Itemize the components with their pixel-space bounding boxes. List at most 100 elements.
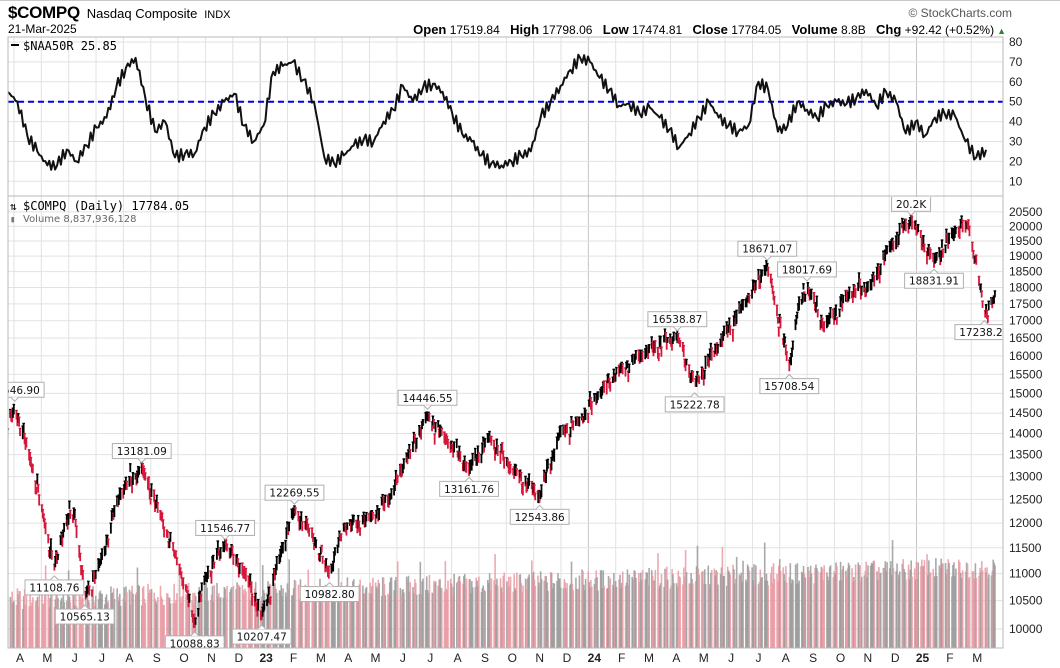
volume-bar xyxy=(263,592,266,648)
annotation-pointer xyxy=(50,575,59,581)
volume-bar xyxy=(816,568,818,648)
volume-bar xyxy=(710,570,713,648)
volume-bar xyxy=(600,570,603,648)
volume-bar xyxy=(556,580,558,648)
volume-bar xyxy=(172,602,175,648)
volume-bar xyxy=(497,585,499,648)
volume-bar xyxy=(695,566,698,648)
volume-bar xyxy=(593,584,596,648)
security-name: Nasdaq Composite xyxy=(86,6,198,21)
volume-bar xyxy=(450,583,453,648)
volume-bar xyxy=(801,573,804,648)
volume-bar xyxy=(716,571,718,648)
volume-bar xyxy=(634,570,636,648)
volume-bar xyxy=(709,583,711,648)
x-tick-label: N xyxy=(207,651,216,665)
volume-label: Volume xyxy=(791,22,838,37)
volume-bar xyxy=(892,568,895,648)
volume-bar xyxy=(832,577,835,648)
volume-bar xyxy=(785,566,787,648)
volume-bar xyxy=(646,572,649,648)
volume-bar xyxy=(921,566,924,648)
volume-bar xyxy=(571,583,574,648)
volume-bar xyxy=(826,572,828,648)
volume-bar xyxy=(307,569,310,648)
volume-bar xyxy=(848,565,851,648)
volume-bar xyxy=(770,573,772,648)
volume-bar xyxy=(297,584,300,648)
volume-bar xyxy=(677,570,680,648)
volume-value: 8.8B xyxy=(841,23,866,37)
volume-bar xyxy=(124,602,126,648)
volume-bar xyxy=(632,578,634,648)
volume-bar xyxy=(608,584,611,648)
volume-bar xyxy=(412,587,414,648)
volume-bar xyxy=(985,572,987,648)
volume-bar xyxy=(653,580,656,648)
volume-bar xyxy=(944,563,947,648)
volume-bar xyxy=(910,560,912,648)
volume-bar xyxy=(771,583,774,648)
volume-bar xyxy=(282,588,284,648)
volume-bar xyxy=(433,580,435,648)
copyright[interactable]: © StockCharts.com xyxy=(908,6,1012,20)
volume-bar xyxy=(499,578,502,648)
volume-bar xyxy=(525,589,528,648)
annotation-pointer xyxy=(137,458,147,464)
volume-bar xyxy=(851,568,853,648)
naa50r-line xyxy=(8,53,988,171)
volume-bar xyxy=(405,576,408,648)
volume-bar xyxy=(288,559,290,648)
volume-bar xyxy=(318,592,320,648)
volume-bar xyxy=(53,606,56,648)
volume-bar xyxy=(558,578,560,648)
volume-bar xyxy=(513,574,515,648)
volume-bar xyxy=(576,588,579,648)
annotation-label: 13181.09 xyxy=(117,446,167,458)
volume-bar xyxy=(869,565,872,648)
price-y-tick-label: 18000 xyxy=(1009,280,1043,294)
volume-bar xyxy=(965,562,968,648)
annotation-pointer xyxy=(784,373,794,379)
annotation-label: 15222.78 xyxy=(670,399,720,411)
price-annotation: 12269.55 xyxy=(264,484,325,505)
x-tick-label: A xyxy=(344,651,352,665)
volume-bar xyxy=(501,592,504,648)
volume-bar xyxy=(951,576,953,648)
price-y-tick-label: 13500 xyxy=(1009,448,1043,462)
volume-bar xyxy=(954,575,956,648)
volume-bar xyxy=(725,585,728,648)
volume-bar xyxy=(879,573,882,648)
volume-bar xyxy=(451,594,454,648)
volume-bar xyxy=(540,578,543,648)
volume-bar xyxy=(356,592,359,648)
x-tick-label: M xyxy=(371,651,381,665)
volume-bar xyxy=(905,579,907,648)
volume-bar xyxy=(676,586,679,648)
volume-bar xyxy=(904,572,906,648)
annotation-pointer xyxy=(672,326,682,332)
volume-bar xyxy=(279,590,282,648)
volume-bar xyxy=(203,583,206,648)
volume-bar xyxy=(123,587,126,648)
volume-bar xyxy=(839,561,842,648)
volume-bar xyxy=(765,573,768,648)
annotation-pointer xyxy=(762,255,772,261)
volume-bar xyxy=(835,562,837,648)
volume-bar xyxy=(889,561,892,648)
volume-bar xyxy=(625,582,628,648)
volume-bar xyxy=(755,565,757,648)
volume-bar xyxy=(205,582,208,648)
volume-bar xyxy=(362,593,365,648)
price-legend: ⇅ $COMPQ (Daily) 17784.05 ▮ Volume 8,837… xyxy=(10,199,189,225)
volume-bar xyxy=(465,578,468,648)
volume-bar xyxy=(988,574,990,648)
price-y-tick-label: 17000 xyxy=(1009,314,1043,328)
volume-bar xyxy=(420,594,423,648)
volume-bar xyxy=(938,565,941,648)
volume-bar xyxy=(857,562,860,648)
volume-bar xyxy=(520,583,523,648)
x-tick-label: F xyxy=(290,651,297,665)
price-annotation: 12543.86 xyxy=(509,504,570,525)
